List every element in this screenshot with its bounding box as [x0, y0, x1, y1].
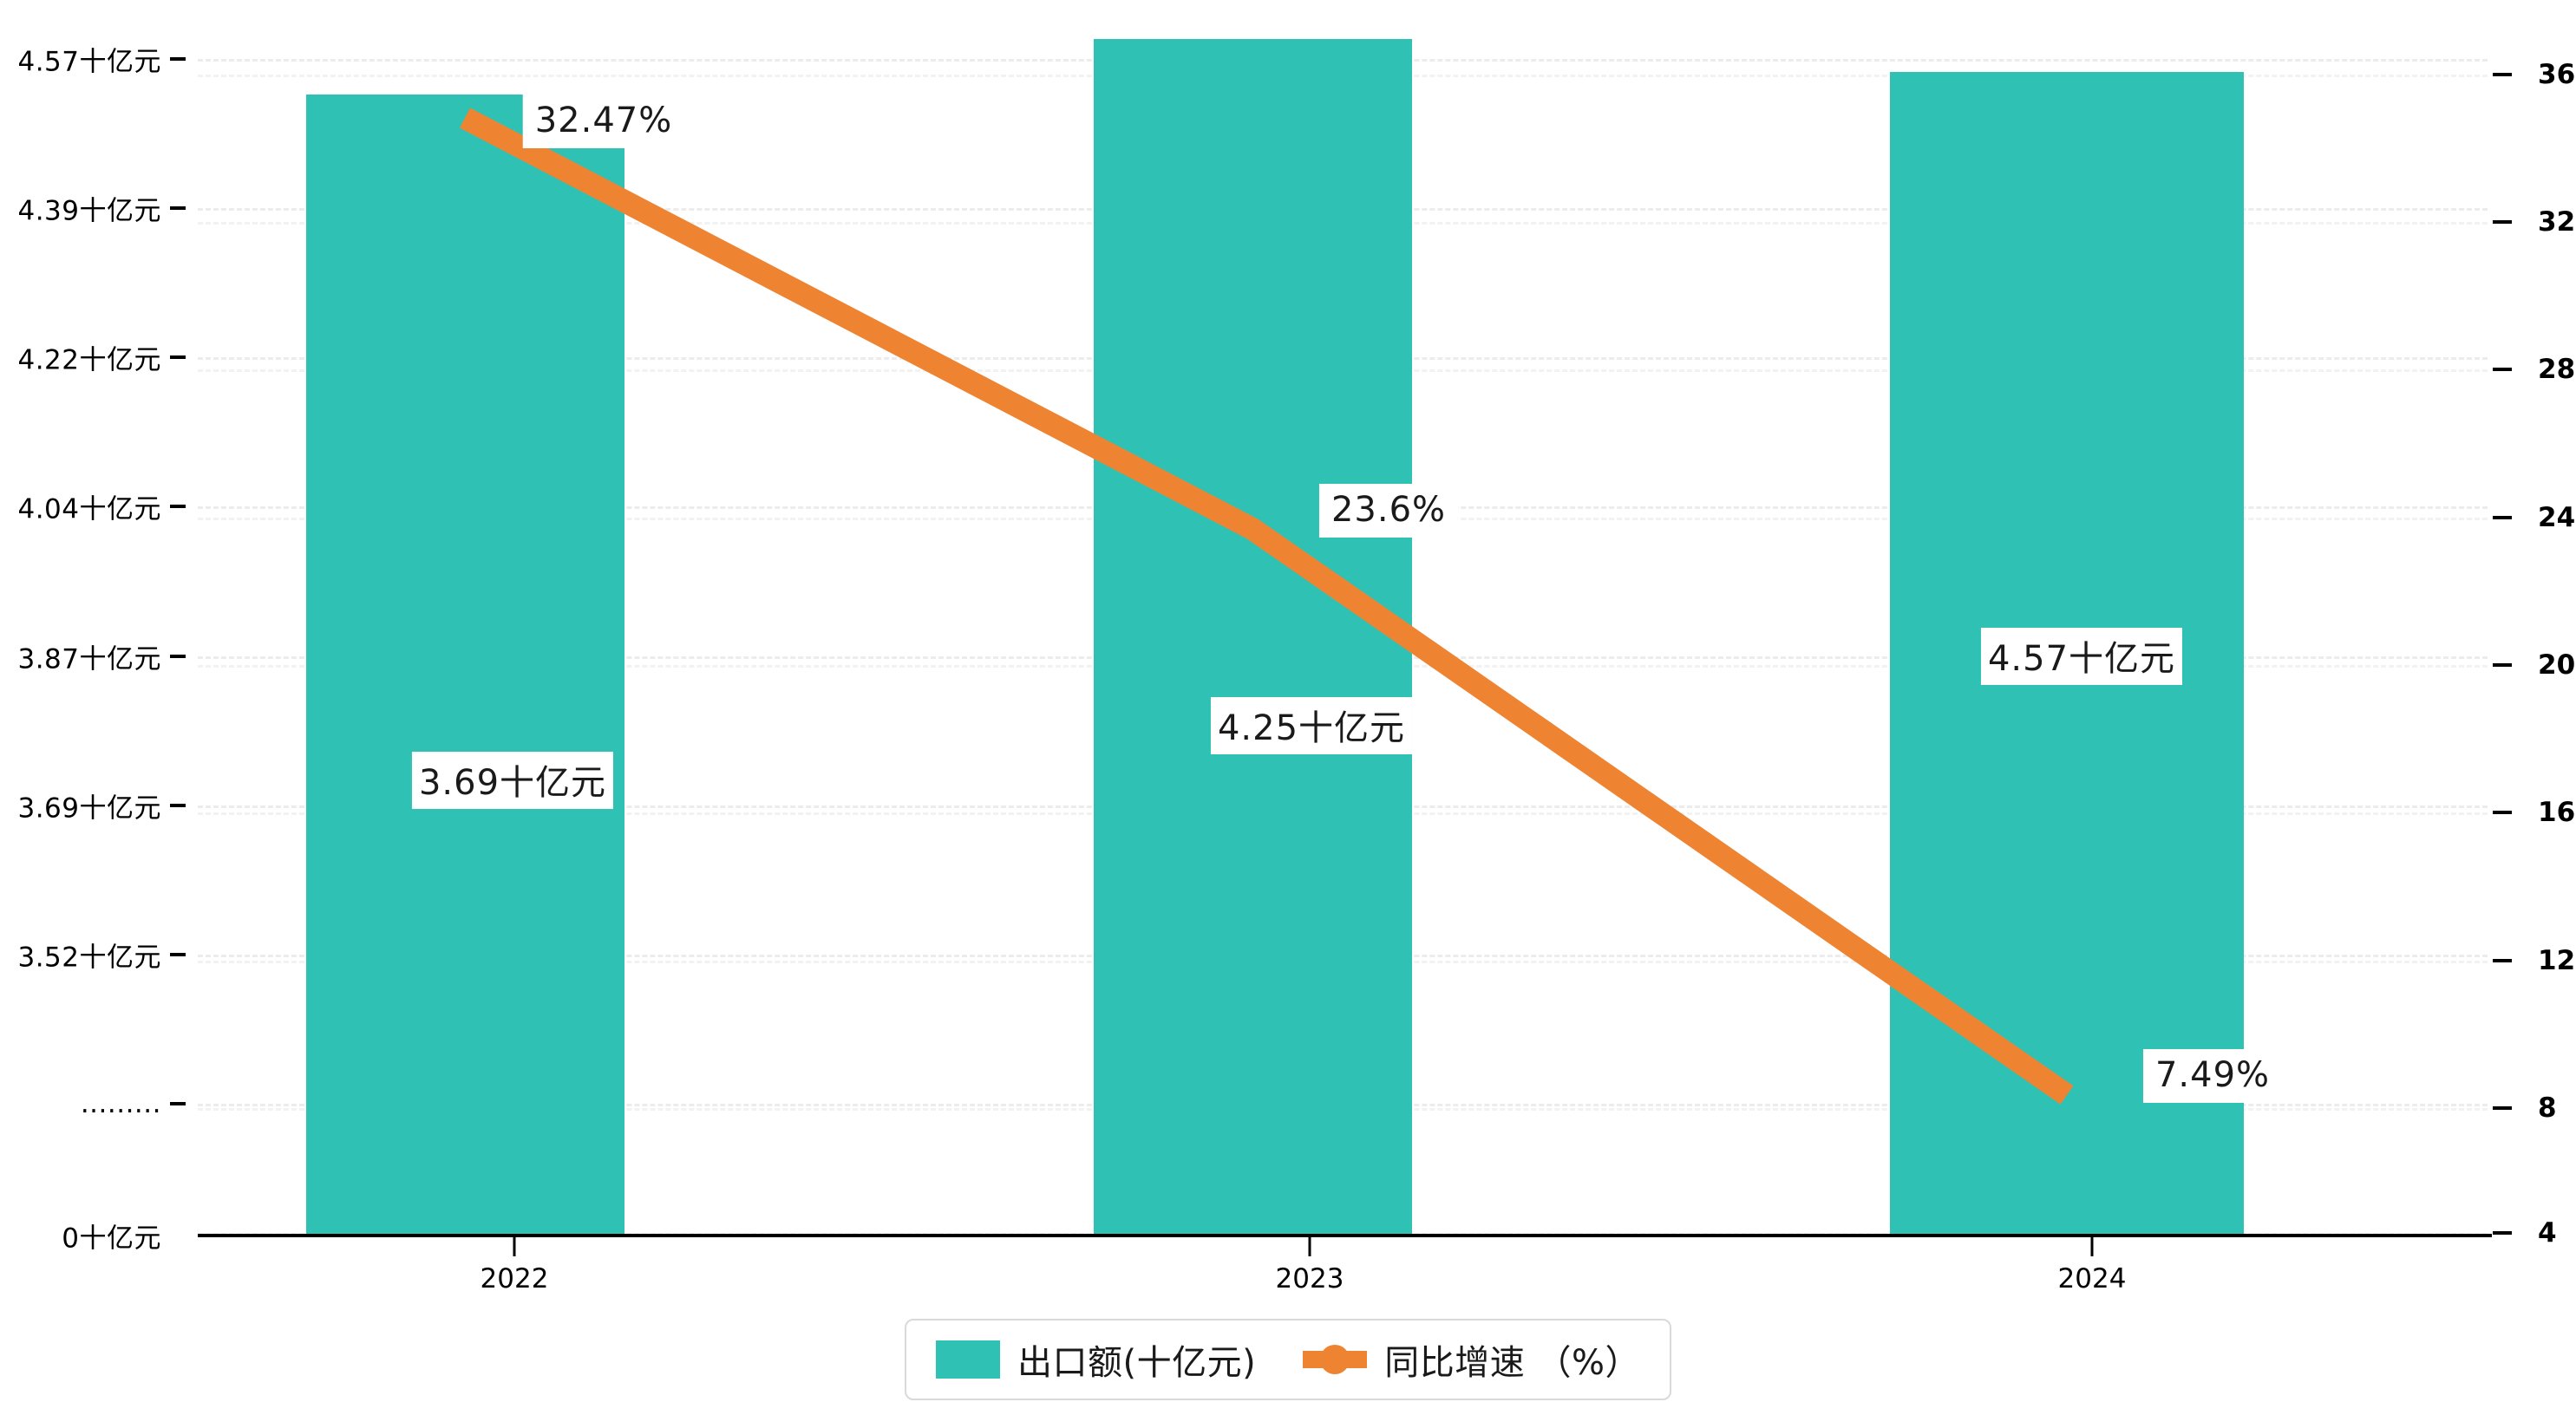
- left-y-tick-label-1: 4.39十亿元: [17, 195, 161, 227]
- bar-value-label-2024: 4.57十亿元: [1980, 628, 2183, 685]
- right-y-tick-label-3: 24: [2538, 502, 2576, 533]
- right-y-axis: 36 32 28 24 20 16 12 8 4: [2488, 0, 2576, 1415]
- chart-legend: 出口额(十亿元) 同比增速 （%）: [905, 1319, 1671, 1400]
- right-y-tick-label-5: 16: [2538, 797, 2576, 828]
- left-y-tick-label-4: 3.87十亿元: [17, 643, 161, 675]
- line-value-label-2022: 32.47%: [522, 95, 685, 148]
- x-axis-line: [198, 1234, 2492, 1237]
- left-y-tick-label-0: 4.57十亿元: [17, 46, 161, 78]
- right-y-tick-mark-8: [2493, 1231, 2512, 1235]
- x-tick-mark-2024: [2090, 1237, 2094, 1256]
- line-value-label-2023: 23.6%: [1318, 484, 1459, 538]
- right-y-tick-mark-2: [2493, 368, 2512, 371]
- bar-value-label-2023: 4.25十亿元: [1210, 697, 1413, 754]
- legend-label-growth-rate: 同比增速 （%）: [1384, 1343, 1640, 1383]
- line-value-label-2024: 7.49%: [2142, 1049, 2283, 1103]
- right-y-tick-label-0: 36: [2538, 59, 2576, 90]
- right-y-tick-mark-5: [2493, 811, 2512, 814]
- right-y-tick-mark-3: [2493, 516, 2512, 519]
- left-y-tick-mark-0: [170, 57, 186, 61]
- right-y-tick-mark-1: [2493, 220, 2512, 224]
- right-y-tick-label-8: 4: [2538, 1217, 2557, 1249]
- left-y-tick-mark-5: [170, 804, 186, 807]
- right-y-tick-mark-4: [2493, 663, 2512, 667]
- legend-line-swatch-icon: [1303, 1340, 1368, 1379]
- bar-value-label-2022: 3.69十亿元: [411, 752, 614, 809]
- x-tick-label-2022: 2022: [480, 1263, 549, 1294]
- left-y-tick-label-6: 3.52十亿元: [17, 942, 161, 974]
- x-tick-label-2024: 2024: [2057, 1263, 2127, 1294]
- left-y-tick-label-7: .........: [80, 1088, 161, 1119]
- left-y-tick-mark-6: [170, 953, 186, 956]
- legend-label-export-value: 出口额(十亿元): [1017, 1343, 1257, 1383]
- left-y-tick-label-8: 0十亿元: [62, 1223, 161, 1255]
- right-y-tick-mark-7: [2493, 1106, 2512, 1110]
- right-y-tick-label-4: 20: [2538, 649, 2576, 681]
- right-y-tick-label-6: 12: [2538, 945, 2576, 976]
- right-y-tick-label-7: 8: [2538, 1092, 2557, 1124]
- right-y-tick-mark-6: [2493, 959, 2512, 962]
- x-tick-label-2023: 2023: [1275, 1263, 1344, 1294]
- left-y-tick-mark-2: [170, 355, 186, 359]
- right-y-tick-label-2: 28: [2538, 354, 2576, 385]
- legend-item-export-value[interactable]: 出口额(十亿元): [936, 1334, 1256, 1385]
- left-y-tick-mark-7: [170, 1102, 186, 1105]
- left-y-axis: 4.57十亿元 4.39十亿元 4.22十亿元 4.04十亿元 3.87十亿元 …: [0, 0, 161, 1415]
- left-y-tick-mark-4: [170, 655, 186, 658]
- left-y-tick-mark-1: [170, 206, 186, 210]
- x-tick-mark-2023: [1308, 1237, 1311, 1256]
- right-y-tick-mark-0: [2493, 73, 2512, 76]
- x-tick-mark-2022: [513, 1237, 516, 1256]
- bar-2022[interactable]: [306, 95, 624, 1236]
- left-y-tick-label-5: 3.69十亿元: [17, 792, 161, 825]
- left-y-tick-label-3: 4.04十亿元: [17, 493, 161, 525]
- left-y-tick-mark-3: [170, 505, 186, 508]
- bar-2023[interactable]: [1094, 39, 1412, 1236]
- right-y-tick-label-1: 32: [2538, 206, 2576, 238]
- legend-bar-swatch-icon: [936, 1340, 1001, 1379]
- legend-item-growth-rate[interactable]: 同比增速 （%）: [1303, 1334, 1640, 1385]
- left-y-tick-label-2: 4.22十亿元: [17, 344, 161, 376]
